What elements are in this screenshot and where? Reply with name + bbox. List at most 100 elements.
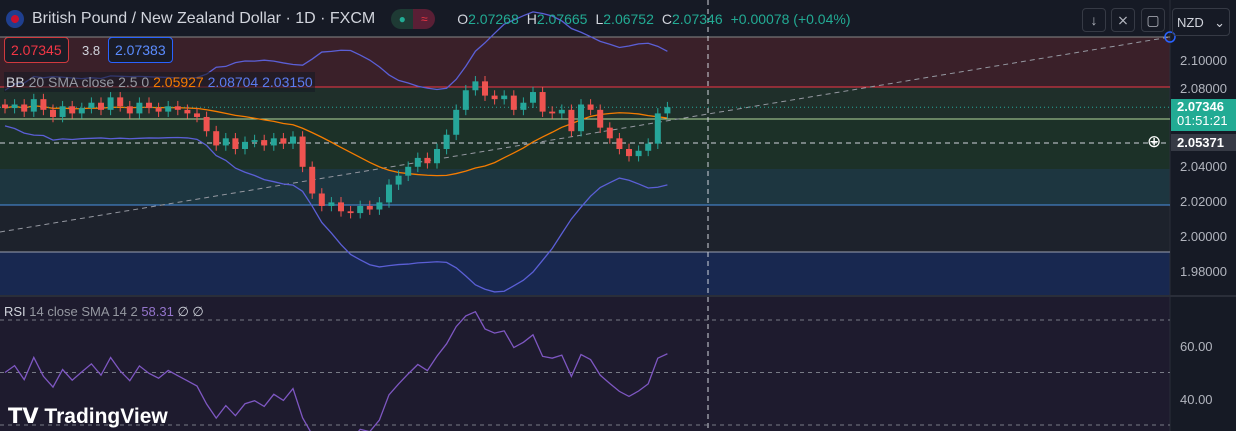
candle-body <box>443 134 450 149</box>
symbol-title[interactable]: British Pound / New Zealand Dollar · 1D … <box>32 10 376 27</box>
candle-body <box>50 109 56 117</box>
price-zone <box>0 205 1170 252</box>
candle-body <box>290 136 296 144</box>
buy-button[interactable]: 2.07383 <box>108 37 173 63</box>
rsi-legend[interactable]: RSI 14 close SMA 14 2 58.31 ∅ ∅ <box>4 304 204 319</box>
candle-body <box>664 107 671 114</box>
candle-body <box>328 202 335 206</box>
candle-body <box>626 149 632 157</box>
candle-body <box>357 205 364 214</box>
candle-body <box>261 140 268 146</box>
price-tick: 2.08000 <box>1180 81 1227 96</box>
candle-body <box>309 166 316 194</box>
spread: 3.8 <box>82 43 101 58</box>
candle-body <box>59 106 66 117</box>
candle-body <box>424 157 431 164</box>
candle-body <box>165 106 172 112</box>
candle-body <box>174 106 181 110</box>
candle-body <box>482 81 488 96</box>
candle-body <box>635 150 642 157</box>
candle-body <box>146 102 152 109</box>
candle-body <box>654 113 661 144</box>
candle-body <box>40 99 47 110</box>
sell-button[interactable]: 2.07345 <box>4 37 69 63</box>
candle-body <box>578 104 584 132</box>
candle-body <box>530 92 536 103</box>
fullscreen-icon[interactable]: ▢ <box>1141 8 1165 32</box>
candle-body <box>549 111 556 114</box>
candle-body <box>213 131 220 146</box>
price-tick: 2.04000 <box>1180 159 1227 174</box>
candle-body <box>539 92 546 112</box>
candle-body <box>376 202 383 210</box>
symbol-header: British Pound / New Zealand Dollar · 1D … <box>6 9 850 29</box>
candle-body <box>126 106 133 114</box>
rsi-line <box>4 310 668 431</box>
rsi-tick: 40.00 <box>1180 392 1213 407</box>
crosshair-price-tag: 2.05371 <box>1171 134 1236 151</box>
market-open-icon: ● <box>391 9 414 29</box>
candle-body <box>616 138 623 149</box>
candle-body <box>2 104 8 109</box>
candle-body <box>203 116 210 132</box>
candle-body <box>414 157 421 167</box>
candle-body <box>222 138 229 146</box>
bb-basis-line <box>4 105 668 177</box>
header-bg <box>0 0 1170 37</box>
candle-body <box>155 108 162 112</box>
collapse-icon[interactable]: ⨯ <box>1111 8 1135 32</box>
trend-line-handle <box>1164 31 1176 43</box>
candle-body <box>347 211 354 214</box>
price-zone <box>0 169 1170 205</box>
candle-body <box>338 202 344 212</box>
price-tick: 2.02000 <box>1180 194 1227 209</box>
arrow-down-icon[interactable]: ↓ <box>1082 8 1106 32</box>
bb-legend[interactable]: BB 20 SMA close 2.5 0 2.05927 2.08704 2.… <box>4 72 315 92</box>
candle-body <box>117 97 124 107</box>
candle-body <box>395 175 402 185</box>
tv-logo-icon: 𝗧𝗩 <box>8 405 39 428</box>
candle-body <box>510 95 517 110</box>
candle-body <box>194 113 200 117</box>
candle-body <box>606 127 613 139</box>
candle-body <box>30 99 37 112</box>
candle-body <box>69 106 76 114</box>
candle-body <box>434 149 440 164</box>
market-status[interactable]: ● ≈ <box>391 9 436 29</box>
candle-body <box>386 184 392 203</box>
candle-body <box>280 138 287 144</box>
candle-body <box>107 97 114 110</box>
candle-body <box>251 140 258 142</box>
plus-circle-icon[interactable]: ⊕ <box>1147 132 1162 151</box>
last-price-tag: 2.07346 01:51:21 <box>1171 99 1236 131</box>
candle-body <box>184 109 191 114</box>
candle-body <box>88 102 95 109</box>
candle-body <box>21 104 28 112</box>
candle-body <box>453 109 460 135</box>
tradingview-logo[interactable]: 𝗧𝗩 TradingView <box>8 405 168 428</box>
candle-body <box>242 141 248 149</box>
candle-body <box>136 102 143 114</box>
candle-body <box>645 143 652 151</box>
price-zone <box>0 252 1170 295</box>
candle-body <box>366 205 373 210</box>
candle-body <box>299 136 306 167</box>
candle-body <box>597 109 604 128</box>
candle-body <box>587 104 594 110</box>
candle-body <box>520 102 527 110</box>
price-tick: 2.00000 <box>1180 229 1227 244</box>
candle-body <box>78 108 85 114</box>
currency-select[interactable]: NZD ⌄ <box>1172 8 1230 36</box>
candle-body <box>568 109 575 132</box>
candle-body <box>491 95 498 100</box>
ohlc-values: O2.07268 H2.07665 L2.06752 C2.07346 +0.0… <box>457 11 851 27</box>
delay-icon: ≈ <box>413 9 436 29</box>
rsi-tick: 60.00 <box>1180 339 1213 354</box>
candle-body <box>472 81 479 91</box>
price-tick: 2.10000 <box>1180 53 1227 68</box>
candle-body <box>270 138 277 146</box>
candle-body <box>405 166 412 176</box>
flag-icon <box>6 10 24 28</box>
price-tick: 1.98000 <box>1180 264 1227 279</box>
